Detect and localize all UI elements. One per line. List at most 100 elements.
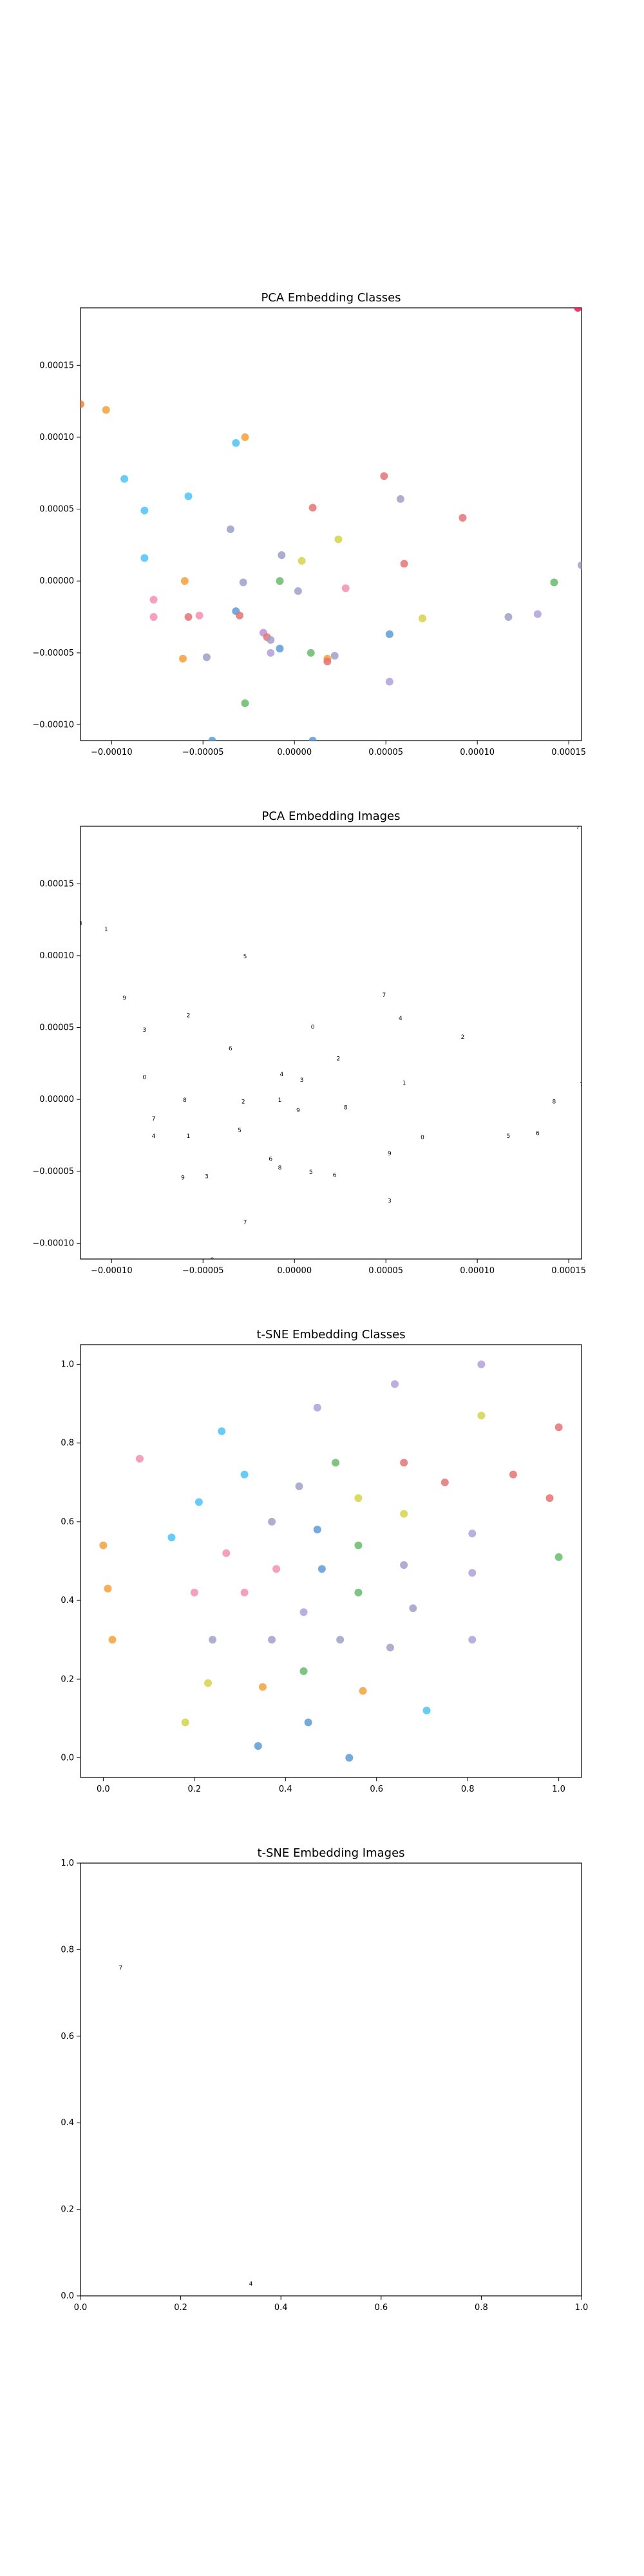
image-thumbnail: 6 <box>333 1172 337 1179</box>
y-tick-label: 0.00010 <box>39 951 74 961</box>
data-point <box>354 1588 363 1596</box>
image-thumbnail: 5 <box>309 1170 313 1176</box>
image-thumbnail: 2 <box>187 1012 191 1019</box>
data-point <box>240 1470 249 1479</box>
chart-title: PCA Embedding Classes <box>261 291 401 305</box>
image-thumbnail: 4 <box>249 2281 253 2287</box>
y-tick-label: 0.00005 <box>39 505 74 515</box>
y-tick-label: 0.00015 <box>39 361 74 370</box>
y-tick-label: 0.2 <box>61 2205 74 2215</box>
image-thumbnail: 2 <box>336 1056 340 1062</box>
data-point <box>385 677 393 686</box>
data-point <box>267 636 275 644</box>
data-point <box>396 495 404 503</box>
chart-panel-3: t-SNE Embedding Classes 0.0 0.2 0.4 0.6 0.8 1.… <box>61 1328 582 1794</box>
image-thumbnail: 4 <box>152 1133 156 1140</box>
x-tick-label: 1.0 <box>575 2303 589 2313</box>
data-point <box>391 1380 399 1388</box>
data-point <box>149 613 158 621</box>
data-point <box>209 1636 217 1644</box>
image-thumbnail: 9 <box>122 996 126 1002</box>
image-thumbnail: 5 <box>243 954 247 960</box>
y-tick-label: 0.00015 <box>39 879 74 889</box>
data-point <box>276 645 284 653</box>
x-tick-label: 0.00010 <box>460 748 495 757</box>
data-point <box>241 433 249 441</box>
image-thumbnail: 0 <box>143 1074 147 1081</box>
image-thumbnail: 6 <box>229 1046 232 1052</box>
data-point <box>108 1636 117 1644</box>
y-tick-label: 0.6 <box>61 1517 74 1527</box>
image-thumbnail: 2 <box>242 1099 245 1105</box>
image-thumbnail: 6 <box>269 1157 272 1163</box>
data-point <box>313 1403 321 1412</box>
data-point <box>359 1687 367 1695</box>
data-point <box>468 1530 477 1538</box>
data-point <box>418 614 426 623</box>
image-thumbnail: 4 <box>399 1016 402 1022</box>
data-point <box>574 308 582 312</box>
data-point <box>409 1604 417 1613</box>
image-thumbnail: 8 <box>553 1099 556 1105</box>
data-point <box>298 556 306 565</box>
image-thumbnail: 3 <box>300 1077 304 1084</box>
axes-frame <box>80 1862 582 2297</box>
data-point <box>386 1643 394 1652</box>
data-point <box>120 475 129 483</box>
data-point <box>330 652 339 660</box>
data-point <box>278 551 286 559</box>
data-point <box>308 737 317 741</box>
x-tick-label: −0.00005 <box>182 1266 224 1276</box>
data-point <box>468 1636 477 1644</box>
y-tick-label: 1.0 <box>61 1859 74 1868</box>
data-point <box>313 1526 321 1534</box>
y-tick-label: −0.00010 <box>32 1238 74 1248</box>
image-thumbnail: 9 <box>296 1108 300 1114</box>
data-point <box>222 1549 231 1557</box>
data-point <box>194 1498 203 1506</box>
y-tick-label: 0.4 <box>61 2118 74 2128</box>
x-tick-label: 0.4 <box>279 1785 292 1794</box>
x-tick-label: 0.0 <box>74 2303 88 2313</box>
data-point <box>400 1459 408 1467</box>
image-thumbnail: 0 <box>211 1257 214 1264</box>
data-point <box>477 1360 486 1368</box>
data-point <box>190 1588 198 1596</box>
data-point <box>459 513 467 522</box>
data-point <box>180 577 189 585</box>
image-thumbnail: 7 <box>118 1965 122 1971</box>
data-point <box>241 699 249 707</box>
image-thumbnail: 0 <box>311 1024 315 1030</box>
data-point <box>509 1470 517 1479</box>
x-tick-label: 0.6 <box>370 1785 383 1794</box>
data-point <box>240 1588 249 1596</box>
data-point <box>102 406 110 414</box>
chart-panel-2: PCA Embedding Images −0.00010 −0.00005 0.00… <box>32 810 586 1276</box>
image-thumbnail: 8 <box>278 1165 282 1171</box>
image-thumbnail: 1 <box>187 1133 191 1140</box>
data-point <box>334 535 343 544</box>
data-point <box>184 492 193 500</box>
y-tick-label: 0.0 <box>61 2291 74 2301</box>
image-thumbnail: 1 <box>278 1097 282 1104</box>
data-point <box>533 610 542 618</box>
image-thumbnail: 8 <box>183 1097 187 1104</box>
y-tick-label: 0.4 <box>61 1596 74 1605</box>
data-marks <box>80 308 582 741</box>
y-tick-label: 0.2 <box>61 1674 74 1684</box>
x-tick-label: 0.2 <box>174 2303 187 2313</box>
data-point <box>304 1718 312 1727</box>
data-point <box>272 1565 281 1573</box>
x-tick-label: 0.00000 <box>277 1266 312 1276</box>
image-thumbnail: 7 <box>152 1116 156 1122</box>
data-point <box>385 630 393 638</box>
data-point <box>422 1707 431 1715</box>
axes-frame <box>80 307 582 741</box>
data-point <box>239 578 247 587</box>
data-point <box>308 504 317 512</box>
x-tick-label: −0.00010 <box>91 748 133 757</box>
data-point <box>181 1718 189 1727</box>
image-thumbnail: 1 <box>402 1080 406 1086</box>
chart-title: t-SNE Embedding Classes <box>256 1328 405 1341</box>
data-point <box>254 1742 262 1750</box>
